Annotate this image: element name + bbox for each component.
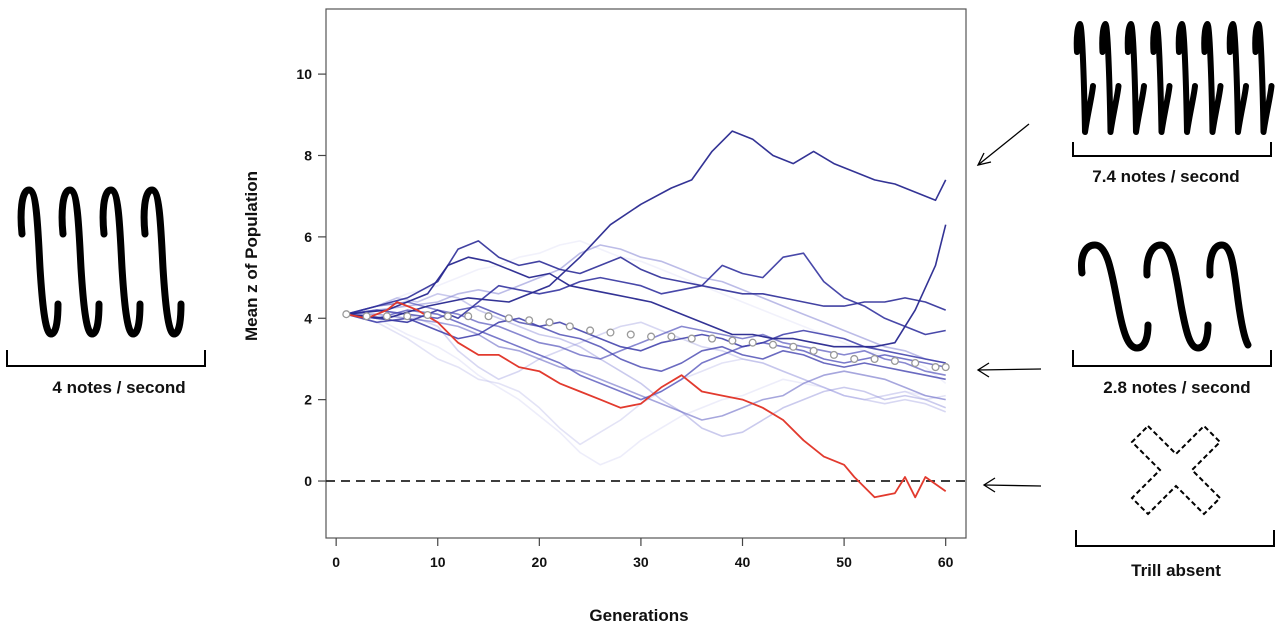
trill-wave-fast-icon (1073, 21, 1275, 135)
mean-marker (931, 363, 940, 372)
series-line (346, 224, 947, 348)
dashed-cross-icon (1130, 424, 1222, 516)
caption-2-8-notes: 2.8 notes / second (1103, 378, 1250, 397)
mean-marker (362, 312, 371, 321)
series-line (346, 313, 946, 446)
arrow-to-fast-trill (976, 123, 1030, 166)
mean-marker (504, 314, 513, 323)
y-axis-title: Mean z of Population (242, 171, 261, 341)
mean-marker (707, 334, 717, 343)
series-line (346, 130, 947, 320)
trill-wave-4-icon (17, 186, 185, 338)
x-tick-label: 30 (633, 554, 649, 570)
caption-4-notes: 4 notes / second (52, 378, 185, 397)
series-line (346, 313, 946, 421)
x-tick-label: 50 (836, 554, 852, 570)
series-line (346, 313, 946, 466)
bracket-left (6, 350, 206, 367)
series-line (346, 301, 946, 376)
y-tick-label: 4 (304, 310, 312, 326)
y-tick-label: 6 (304, 229, 312, 245)
series-line (346, 309, 946, 401)
mean-marker (423, 310, 432, 320)
red-series-line (346, 301, 947, 499)
mean-marker (941, 363, 950, 372)
series-line (346, 244, 946, 364)
mean-marker (626, 330, 635, 339)
mean-marker (667, 332, 676, 341)
mean-marker (565, 322, 574, 331)
x-axis-title: Generations (589, 606, 688, 625)
mean-marker (443, 312, 452, 321)
mean-marker (647, 332, 656, 341)
y-tick-label: 2 (304, 392, 312, 408)
mean-marker (403, 312, 412, 321)
y-tick-label: 8 (304, 147, 312, 163)
caption-7-4-notes: 7.4 notes / second (1092, 167, 1239, 186)
x-tick-label: 40 (735, 554, 751, 570)
mean-marker (728, 336, 737, 345)
y-tick-label: 0 (304, 473, 312, 489)
mean-marker (911, 358, 920, 368)
mean-marker (382, 312, 392, 321)
mean-marker (890, 356, 899, 366)
bracket-right-bottom (1075, 530, 1275, 547)
series-line (346, 252, 946, 336)
arrow-to-slow-trill (976, 362, 1042, 378)
mean-marker (342, 310, 351, 319)
x-tick-label: 10 (430, 554, 446, 570)
arrow-to-trill-absent (982, 477, 1042, 493)
mean-marker (809, 346, 818, 355)
x-tick-label: 60 (938, 554, 954, 570)
mean-marker (545, 318, 554, 327)
mean-marker (606, 328, 615, 337)
series-line (346, 309, 946, 413)
mean-marker (464, 312, 473, 321)
mean-marker (484, 312, 493, 321)
mean-marker (768, 340, 778, 349)
bracket-right-mid (1072, 350, 1272, 367)
mean-marker (525, 316, 534, 325)
mean-marker (789, 342, 798, 351)
plot-lines (326, 130, 966, 499)
trill-wave-slow-icon (1078, 241, 1252, 352)
mean-marker (687, 334, 696, 343)
caption-trill-absent: Trill absent (1131, 561, 1221, 580)
series-line (346, 292, 946, 438)
x-axis-ticks: 0 10 20 30 40 50 60 (332, 538, 954, 570)
mean-marker (586, 326, 595, 335)
mean-marker (748, 338, 757, 347)
x-tick-label: 20 (532, 554, 548, 570)
y-axis-ticks: 0 2 4 6 8 10 (296, 66, 326, 489)
series-line (346, 313, 946, 364)
mean-marker (870, 354, 879, 364)
y-tick-label: 10 (296, 66, 312, 82)
x-tick-label: 0 (332, 554, 340, 570)
mean-marker (829, 350, 838, 359)
mean-marker (850, 354, 859, 364)
series-line (346, 240, 947, 385)
bracket-right-top (1072, 142, 1272, 157)
plot-frame (325, 8, 967, 539)
series-line (346, 240, 946, 315)
